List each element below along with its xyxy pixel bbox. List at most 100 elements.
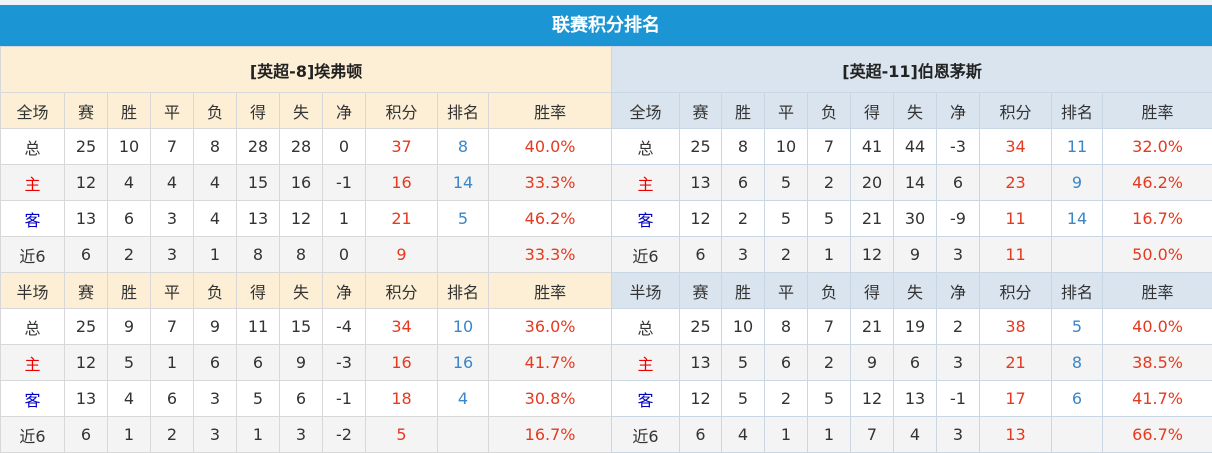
column-header: 胜率	[1103, 273, 1212, 309]
cell: 11	[980, 201, 1052, 237]
cell: 4	[194, 201, 237, 237]
cell: 12	[680, 201, 722, 237]
cell: 13	[237, 201, 280, 237]
cell: 4	[108, 381, 151, 417]
column-header: 负	[808, 273, 851, 309]
column-header: 平	[151, 93, 194, 129]
header-row-half: 半场赛胜平负得失净积分排名胜率	[1, 273, 612, 309]
cell: 14	[1052, 201, 1103, 237]
column-header: 平	[765, 93, 808, 129]
cell: 40.0%	[489, 129, 612, 165]
cell: -1	[323, 165, 366, 201]
cell	[1052, 417, 1103, 453]
row-label: 总	[612, 309, 680, 345]
cell: 25	[65, 129, 108, 165]
cell: 12	[680, 381, 722, 417]
cell: 11	[237, 309, 280, 345]
cell: 5	[237, 381, 280, 417]
cell: 13	[894, 381, 937, 417]
cell: 32.0%	[1103, 129, 1212, 165]
team-name: [英超-11]伯恩茅斯	[612, 47, 1212, 93]
column-header: 排名	[438, 273, 489, 309]
cell: 4	[438, 381, 489, 417]
row-label: 近6	[612, 237, 680, 273]
column-header: 平	[765, 273, 808, 309]
cell: 40.0%	[1103, 309, 1212, 345]
cell: 4	[894, 417, 937, 453]
cell: 4	[108, 165, 151, 201]
column-header: 积分	[980, 273, 1052, 309]
row-label: 总	[612, 129, 680, 165]
page-title: 联赛积分排名	[0, 5, 1212, 46]
row-label: 主	[612, 345, 680, 381]
cell: 10	[438, 309, 489, 345]
column-header: 胜率	[489, 93, 612, 129]
row-label: 主	[1, 345, 65, 381]
cell: 1	[808, 417, 851, 453]
column-header: 半场	[612, 273, 680, 309]
cell: 0	[323, 237, 366, 273]
cell: -1	[937, 381, 980, 417]
cell: 3	[151, 237, 194, 273]
cell: 10	[722, 309, 765, 345]
row-label: 客	[612, 381, 680, 417]
cell: -9	[937, 201, 980, 237]
column-header: 得	[237, 93, 280, 129]
cell: 30	[894, 201, 937, 237]
cell: 6	[108, 201, 151, 237]
column-header: 半场	[1, 273, 65, 309]
cell: 5	[722, 345, 765, 381]
cell: 9	[194, 309, 237, 345]
column-header: 赛	[65, 273, 108, 309]
cell: 1	[151, 345, 194, 381]
cell: -2	[323, 417, 366, 453]
cell: 3	[194, 417, 237, 453]
column-header: 胜率	[489, 273, 612, 309]
cell: 21	[851, 309, 894, 345]
column-header: 全场	[612, 93, 680, 129]
cell: 6	[280, 381, 323, 417]
column-header: 积分	[366, 93, 438, 129]
cell: 34	[366, 309, 438, 345]
column-header: 排名	[1052, 273, 1103, 309]
column-header: 负	[194, 273, 237, 309]
cell: 38.5%	[1103, 345, 1212, 381]
cell: 6	[65, 417, 108, 453]
cell: 12	[280, 201, 323, 237]
cell: 12	[65, 345, 108, 381]
column-header: 全场	[1, 93, 65, 129]
row-label: 客	[1, 381, 65, 417]
cell: 0	[323, 129, 366, 165]
column-header: 净	[937, 273, 980, 309]
cell: 17	[980, 381, 1052, 417]
cell: 18	[366, 381, 438, 417]
column-header: 胜	[108, 93, 151, 129]
cell: 9	[851, 345, 894, 381]
cell: 3	[937, 345, 980, 381]
cell: 21	[366, 201, 438, 237]
cell: 1	[765, 417, 808, 453]
cell: -3	[937, 129, 980, 165]
row-label: 主	[612, 165, 680, 201]
column-header: 排名	[1052, 93, 1103, 129]
cell: 6	[237, 345, 280, 381]
row-label: 客	[1, 201, 65, 237]
cell: 5	[108, 345, 151, 381]
cell: 15	[237, 165, 280, 201]
cell: 2	[765, 381, 808, 417]
cell: 1	[194, 237, 237, 273]
cell: 12	[851, 381, 894, 417]
cell: 4	[194, 165, 237, 201]
cell: 16	[438, 345, 489, 381]
cell: 36.0%	[489, 309, 612, 345]
cell: 1	[323, 201, 366, 237]
cell: 2	[151, 417, 194, 453]
cell: 6	[722, 165, 765, 201]
